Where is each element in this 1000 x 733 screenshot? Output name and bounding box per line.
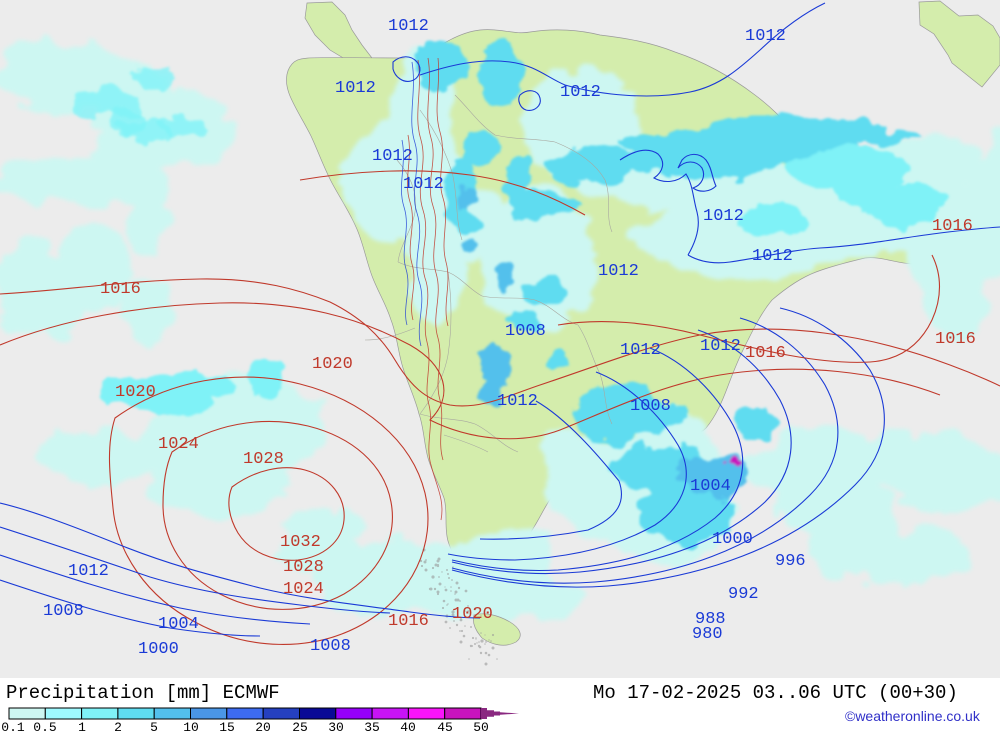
svg-text:1: 1 [78,720,86,733]
svg-text:980: 980 [692,625,723,644]
svg-text:1012: 1012 [700,337,741,356]
svg-text:1024: 1024 [158,435,199,454]
svg-text:10: 10 [183,720,199,733]
svg-text:1032: 1032 [280,533,321,552]
svg-text:1012: 1012 [560,83,601,102]
svg-text:1012: 1012 [335,79,376,98]
svg-text:1020: 1020 [115,383,156,402]
svg-text:1016: 1016 [932,217,973,236]
svg-text:1008: 1008 [505,322,546,341]
svg-text:1028: 1028 [283,558,324,577]
svg-text:Precipitation [mm] ECMWF: Precipitation [mm] ECMWF [6,682,280,704]
svg-text:1012: 1012 [752,247,793,266]
svg-text:45: 45 [437,720,453,733]
svg-text:©weatheronline.co.uk: ©weatheronline.co.uk [845,708,981,724]
svg-text:40: 40 [400,720,416,733]
svg-text:0.1: 0.1 [1,720,25,733]
svg-text:50: 50 [473,720,489,733]
svg-text:Mo 17-02-2025 03..06 UTC (00+3: Mo 17-02-2025 03..06 UTC (00+30) [593,682,958,704]
svg-text:1012: 1012 [388,17,429,36]
svg-text:20: 20 [255,720,271,733]
svg-text:1016: 1016 [935,330,976,349]
svg-text:1012: 1012 [403,175,444,194]
svg-text:1000: 1000 [712,530,753,549]
svg-text:1012: 1012 [745,27,786,46]
svg-text:1008: 1008 [630,397,671,416]
svg-text:0.5: 0.5 [33,720,56,733]
svg-text:1028: 1028 [243,450,284,469]
svg-text:5: 5 [150,720,158,733]
svg-text:15: 15 [219,720,235,733]
svg-text:1008: 1008 [310,637,351,656]
svg-text:996: 996 [775,552,806,571]
svg-text:992: 992 [728,585,759,604]
svg-text:1000: 1000 [138,640,179,659]
svg-text:2: 2 [114,720,122,733]
svg-text:1008: 1008 [43,602,84,621]
svg-text:1016: 1016 [745,344,786,363]
svg-text:1016: 1016 [388,612,429,631]
svg-text:1012: 1012 [703,207,744,226]
svg-text:1016: 1016 [100,280,141,299]
svg-text:35: 35 [364,720,380,733]
svg-text:1020: 1020 [452,605,493,624]
svg-text:1012: 1012 [372,147,413,166]
svg-text:1004: 1004 [690,477,731,496]
svg-text:1024: 1024 [283,580,324,599]
svg-text:1012: 1012 [598,262,639,281]
svg-text:1020: 1020 [312,355,353,374]
svg-text:25: 25 [292,720,308,733]
svg-text:1012: 1012 [68,562,109,581]
svg-text:1004: 1004 [158,615,199,634]
svg-text:1012: 1012 [497,392,538,411]
svg-text:1012: 1012 [620,341,661,360]
svg-text:30: 30 [328,720,344,733]
